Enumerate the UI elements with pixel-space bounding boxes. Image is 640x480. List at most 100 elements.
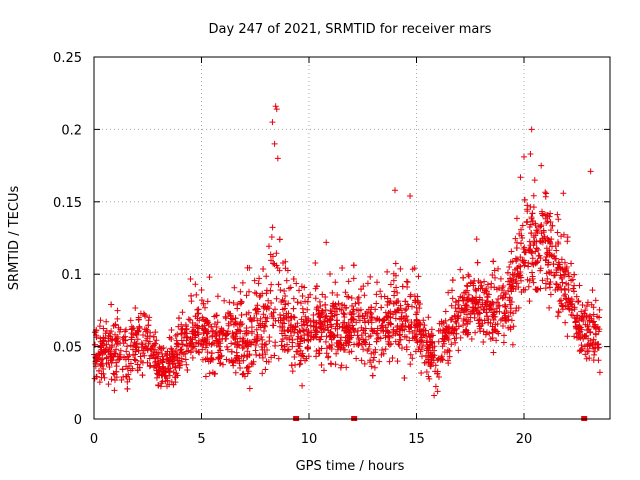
data-point bbox=[534, 259, 541, 266]
data-point bbox=[269, 119, 276, 126]
data-point bbox=[179, 341, 186, 348]
data-point bbox=[449, 277, 456, 284]
data-point bbox=[266, 334, 273, 341]
data-point bbox=[353, 319, 360, 326]
data-point bbox=[502, 303, 509, 310]
data-point bbox=[411, 265, 418, 272]
data-point bbox=[461, 289, 468, 296]
data-point bbox=[368, 310, 375, 317]
data-point bbox=[521, 262, 528, 269]
data-point bbox=[548, 269, 555, 276]
data-point bbox=[545, 236, 552, 243]
data-point bbox=[338, 341, 345, 348]
data-point bbox=[211, 370, 218, 377]
data-point bbox=[133, 341, 140, 348]
data-point bbox=[174, 372, 181, 379]
data-point bbox=[404, 301, 411, 308]
data-point bbox=[404, 279, 411, 286]
data-point bbox=[281, 320, 288, 327]
data-point bbox=[241, 352, 248, 359]
data-point bbox=[187, 316, 194, 323]
data-point bbox=[142, 337, 149, 344]
data-point bbox=[372, 306, 379, 313]
data-point bbox=[529, 255, 536, 262]
data-point bbox=[543, 219, 550, 226]
data-point bbox=[368, 363, 375, 370]
data-point bbox=[352, 300, 359, 307]
data-point bbox=[397, 305, 404, 312]
data-point bbox=[409, 355, 416, 362]
data-point bbox=[425, 314, 432, 321]
data-point bbox=[360, 327, 367, 334]
data-point bbox=[493, 305, 500, 312]
data-point bbox=[465, 291, 472, 298]
data-point bbox=[548, 252, 555, 259]
data-point bbox=[313, 306, 320, 313]
data-point bbox=[204, 298, 211, 305]
data-point bbox=[554, 264, 561, 271]
data-point bbox=[243, 327, 250, 334]
data-point bbox=[528, 250, 535, 257]
data-point bbox=[259, 346, 266, 353]
data-point bbox=[406, 337, 413, 344]
data-point bbox=[317, 314, 324, 321]
data-point bbox=[571, 306, 578, 313]
data-point bbox=[182, 356, 189, 363]
data-point bbox=[390, 300, 397, 307]
data-point bbox=[292, 323, 299, 330]
data-point bbox=[141, 352, 148, 359]
data-point bbox=[526, 224, 533, 231]
data-point bbox=[110, 353, 117, 360]
data-point bbox=[449, 295, 456, 302]
data-point bbox=[153, 337, 160, 344]
data-point bbox=[509, 271, 516, 278]
data-point bbox=[144, 333, 151, 340]
data-point bbox=[460, 274, 467, 281]
data-point bbox=[393, 284, 400, 291]
data-point bbox=[132, 357, 139, 364]
data-point bbox=[137, 353, 144, 360]
data-point bbox=[344, 293, 351, 300]
data-point bbox=[103, 355, 110, 362]
data-point bbox=[322, 322, 329, 329]
data-point bbox=[358, 286, 365, 293]
data-point bbox=[239, 338, 246, 345]
data-point bbox=[507, 275, 514, 282]
data-point bbox=[554, 229, 561, 236]
data-point bbox=[374, 325, 381, 332]
data-point bbox=[362, 330, 369, 337]
data-point bbox=[544, 275, 551, 282]
data-point bbox=[299, 352, 306, 359]
data-point bbox=[170, 369, 177, 376]
data-point bbox=[228, 348, 235, 355]
data-point bbox=[557, 265, 564, 272]
data-point bbox=[439, 335, 446, 342]
data-point bbox=[202, 344, 209, 351]
data-point bbox=[463, 301, 470, 308]
data-point bbox=[195, 310, 202, 317]
data-point bbox=[392, 260, 399, 267]
data-point bbox=[502, 314, 509, 321]
data-point bbox=[416, 326, 423, 333]
data-point bbox=[542, 193, 549, 200]
data-point bbox=[272, 103, 279, 110]
data-point bbox=[471, 297, 478, 304]
data-point bbox=[492, 274, 499, 281]
data-point bbox=[317, 325, 324, 332]
y-tick-label: 0 bbox=[74, 413, 82, 428]
data-point bbox=[419, 353, 426, 360]
data-point bbox=[403, 278, 410, 285]
data-point bbox=[575, 299, 582, 306]
data-point bbox=[556, 298, 563, 305]
data-point bbox=[489, 323, 496, 330]
data-point bbox=[460, 322, 467, 329]
data-point bbox=[163, 352, 170, 359]
data-point bbox=[297, 300, 304, 307]
data-point bbox=[350, 262, 357, 269]
data-point bbox=[561, 285, 568, 292]
data-point bbox=[144, 327, 151, 334]
data-point bbox=[484, 293, 491, 300]
y-tick-label: 0.2 bbox=[61, 123, 82, 138]
data-point bbox=[521, 196, 528, 203]
data-point bbox=[261, 341, 268, 348]
